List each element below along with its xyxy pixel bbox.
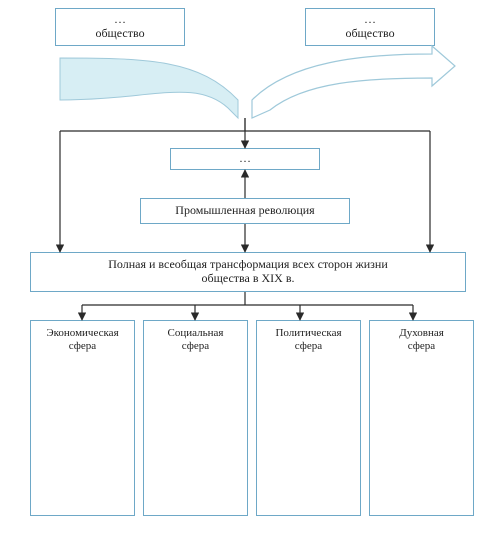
ellipsis: … — [364, 13, 376, 27]
box-society-right: … общество — [305, 8, 435, 46]
line2: общества в XIX в. — [201, 272, 294, 286]
sphere-title: Экономическаясфера — [31, 321, 134, 356]
box-industrial-revolution: Промышленная революция — [140, 198, 350, 224]
sphere-title: Социальнаясфера — [144, 321, 247, 356]
ellipsis: … — [114, 13, 126, 27]
sphere-column: Экономическаясфера — [30, 320, 135, 516]
box-ellipsis-center: … — [170, 148, 320, 170]
sphere-column: Политическаясфера — [256, 320, 361, 516]
sphere-column: Духовнаясфера — [369, 320, 474, 516]
sphere-title: Духовнаясфера — [370, 321, 473, 356]
box-transformation: Полная и всеобщая трансформация всех сто… — [30, 252, 466, 292]
sphere-title: Политическаясфера — [257, 321, 360, 356]
label: … — [239, 152, 251, 166]
label: общество — [95, 27, 144, 41]
label: Промышленная революция — [175, 204, 314, 218]
box-society-left: … общество — [55, 8, 185, 46]
label: общество — [345, 27, 394, 41]
line1: Полная и всеобщая трансформация всех сто… — [108, 258, 388, 272]
sphere-column: Социальнаясфера — [143, 320, 248, 516]
